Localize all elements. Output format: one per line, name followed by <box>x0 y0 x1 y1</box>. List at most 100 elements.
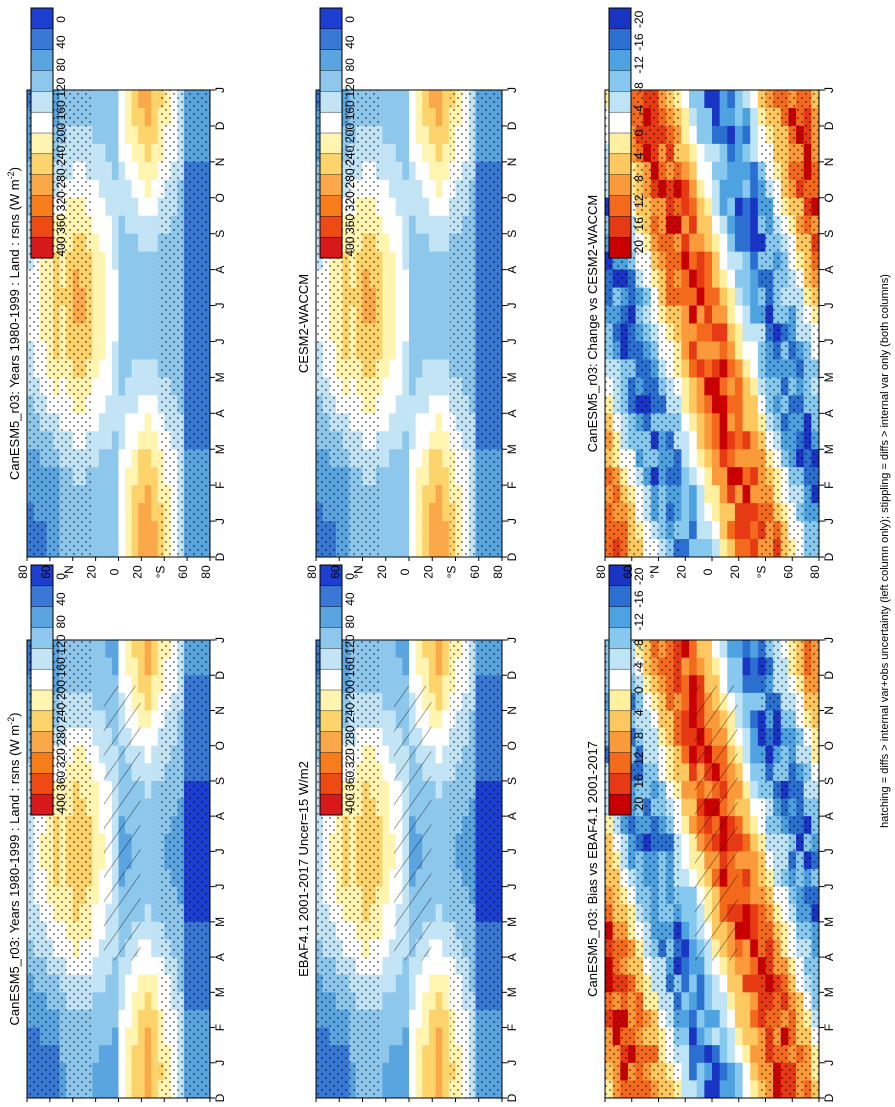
heatmap-cell <box>395 539 403 558</box>
heatmap-cell <box>712 269 721 289</box>
heatmap-cell <box>138 780 146 800</box>
heatmap-cell <box>389 833 397 852</box>
x-tick-label: D <box>213 552 227 561</box>
colorbar-label: 80 <box>54 615 68 629</box>
heatmap-cell <box>712 467 721 486</box>
x-tick-label: O <box>822 741 836 750</box>
heatmap-cell <box>719 1045 728 1064</box>
heatmap-cell <box>704 449 713 468</box>
heatmap-cell <box>382 974 390 993</box>
heatmap-cell <box>395 197 403 217</box>
heatmap-cell <box>92 413 100 432</box>
heatmap-cell <box>689 692 698 711</box>
heatmap-cell <box>442 107 450 127</box>
heatmap-cell <box>442 710 450 729</box>
heatmap-cell <box>382 710 390 729</box>
x-tick-label: F <box>822 1024 836 1031</box>
heatmap-cell <box>92 287 100 307</box>
heatmap-cell <box>428 1027 437 1046</box>
colorbar-swatch <box>319 793 343 816</box>
heatmap-cell <box>742 816 751 835</box>
heatmap-cell <box>734 763 744 782</box>
heatmap-cell <box>422 341 430 360</box>
panel-title: EBAF4.1 2001-2017 Uncer=15 W/m2 <box>296 761 311 977</box>
colorbar-label: -16 <box>632 590 646 608</box>
heatmap-cell <box>138 377 146 396</box>
heatmap-cell <box>696 1080 705 1099</box>
heatmap-cell <box>719 449 728 468</box>
heatmap-cell <box>435 886 443 905</box>
heatmap-cell <box>415 107 423 127</box>
heatmap-cell <box>144 179 152 199</box>
heatmap-cell <box>382 305 390 324</box>
heatmap-cell <box>681 921 690 940</box>
heatmap-cell <box>422 1080 430 1099</box>
heatmap-cell <box>389 692 397 711</box>
heatmap-cell <box>734 431 744 450</box>
heatmap-cell <box>696 449 705 468</box>
heatmap-cell <box>428 886 437 905</box>
heatmap-cell <box>402 323 410 342</box>
heatmap-cell <box>382 1080 390 1099</box>
heatmap-cell <box>435 467 443 486</box>
colorbar-label: 160 <box>343 657 357 677</box>
heatmap-cell <box>681 179 690 199</box>
heatmap-cell <box>742 798 751 817</box>
x-tick-label: J <box>822 848 836 854</box>
heatmap-cell <box>118 269 126 289</box>
heatmap-cell <box>750 1009 759 1029</box>
heatmap-cell <box>727 251 736 271</box>
heatmap-cell <box>402 974 410 993</box>
heatmap-cell <box>151 413 159 432</box>
heatmap-cell <box>118 251 126 271</box>
heatmap-cell <box>719 341 728 360</box>
heatmap-cell <box>382 957 390 976</box>
heatmap-cell <box>118 675 126 694</box>
heatmap-cell <box>719 675 728 694</box>
heatmap-cell <box>131 974 139 993</box>
heatmap-cell <box>442 161 450 181</box>
heatmap-cell <box>681 413 690 432</box>
heatmap-cell <box>415 675 423 694</box>
heatmap-cell <box>719 197 728 217</box>
heatmap-cell <box>402 377 410 396</box>
heatmap-cell <box>409 1062 417 1081</box>
heatmap-cell <box>111 161 119 181</box>
heatmap-cell <box>144 798 152 817</box>
heatmap-cell <box>111 125 119 145</box>
x-tick-label: M <box>213 987 227 997</box>
heatmap-cell <box>105 675 113 694</box>
heatmap-cell <box>750 992 759 1011</box>
heatmap-cell <box>727 395 736 414</box>
heatmap-cell <box>750 503 759 522</box>
y-tick-label: °N <box>352 565 366 578</box>
x-tick-label: M <box>505 987 519 997</box>
colorbar-swatch <box>608 731 632 754</box>
heatmap-cell <box>734 377 744 396</box>
heatmap-cell <box>750 143 759 163</box>
heatmap-cell <box>144 539 152 558</box>
colorbar-label: -4 <box>632 662 646 673</box>
heatmap-cell <box>442 449 450 468</box>
x-tick-label: J <box>822 338 836 344</box>
colorbar-frame <box>608 7 632 259</box>
colorbar-swatch <box>608 236 632 259</box>
heatmap-cell <box>742 869 751 888</box>
heatmap-cell <box>689 710 698 729</box>
heatmap-cell <box>719 1009 728 1029</box>
heatmap-cell <box>428 287 437 307</box>
heatmap-cell <box>442 341 450 360</box>
heatmap-cell <box>727 957 736 976</box>
heatmap-cell <box>742 640 751 659</box>
heatmap-cell <box>131 269 139 289</box>
colorbar-swatch <box>30 689 54 712</box>
heatmap-cell <box>689 886 698 905</box>
colorbar-swatch <box>319 195 343 217</box>
heatmap-cell <box>131 179 139 199</box>
heatmap-cell <box>734 287 744 307</box>
heatmap-cell <box>734 305 744 324</box>
heatmap-cell <box>98 763 106 782</box>
heatmap-cell <box>131 197 139 217</box>
heatmap-cell <box>118 1009 126 1029</box>
heatmap-cell <box>442 269 450 289</box>
